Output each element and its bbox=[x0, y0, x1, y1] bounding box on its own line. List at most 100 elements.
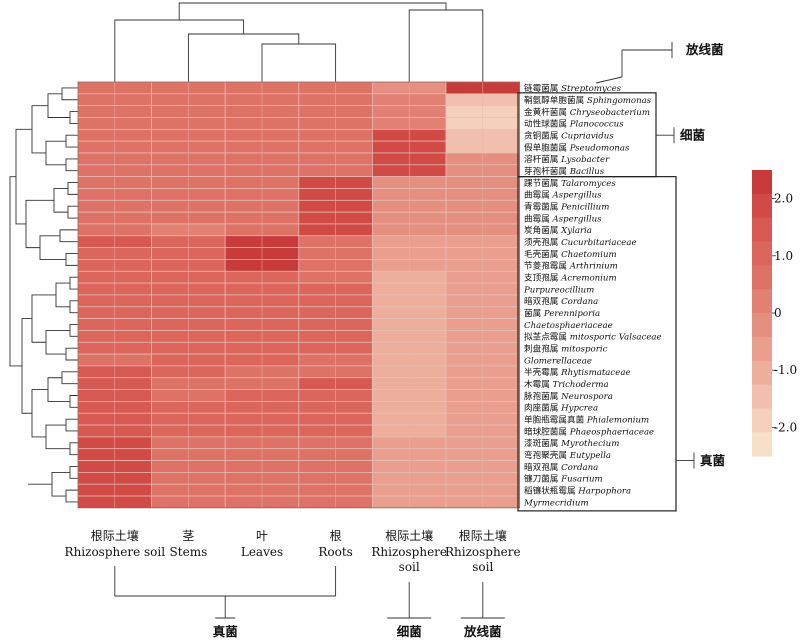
colorbar-segment bbox=[752, 265, 772, 290]
row-dend-link bbox=[31, 294, 56, 343]
row-dend-link bbox=[69, 276, 78, 290]
col-dend-link bbox=[178, 2, 447, 20]
colorbar-tick-label: -1.0 bbox=[774, 363, 797, 377]
actino-pointer bbox=[595, 76, 623, 84]
row-label-cn: 毛壳菌属 bbox=[524, 248, 561, 260]
row-dend-link bbox=[45, 140, 66, 166]
row-label-scientific: Rhytismataceae bbox=[560, 368, 630, 378]
row-label-scientific: Acremonium bbox=[560, 274, 617, 284]
row-label-scientific: Fusarium bbox=[560, 475, 603, 485]
row-dend-link bbox=[21, 318, 32, 414]
column-labels: 根际土壤 Rhizosphere soil 茎 Stems 叶 Leaves 根 Roots 根… bbox=[65, 528, 521, 574]
row-label-cn: 贪铜菌属 bbox=[524, 130, 561, 142]
column-label-en: Stems bbox=[170, 545, 208, 559]
colorbar-segment bbox=[752, 170, 772, 195]
row-label-scientific: Myrothecium bbox=[560, 439, 619, 449]
row-label-scientific: Purpureocillium bbox=[523, 285, 594, 295]
row-dend-link bbox=[47, 377, 70, 402]
row-dend-link bbox=[65, 347, 78, 361]
row-dend-link bbox=[69, 466, 78, 479]
colorbar-segment bbox=[752, 193, 772, 219]
row-label-scientific: Phaeosphaeriaceae bbox=[569, 427, 654, 437]
row-dend-link bbox=[69, 395, 78, 408]
row-label: 支顶孢属 Acremonium bbox=[524, 272, 617, 284]
colorbar-segment bbox=[752, 384, 772, 409]
row-label-cn: 芽孢杆菌属 bbox=[524, 165, 570, 177]
row-dend-link bbox=[47, 93, 70, 118]
row-dend-link bbox=[61, 371, 78, 385]
row-label: 溶杆菌属 Lysobacter bbox=[524, 153, 610, 165]
row-label: 动性球菌属 Planococcus bbox=[524, 118, 624, 130]
row-label-scientific: Cordana bbox=[561, 463, 598, 473]
row-label: 暗球腔菌属 Phaeosphaeriaceae bbox=[524, 425, 654, 437]
row-label-scientific: Penicillium bbox=[560, 203, 609, 213]
row-dend-link bbox=[53, 188, 68, 213]
row-label: 贪铜菌属 Cupriavidus bbox=[524, 130, 614, 142]
row-label: 芽孢杆菌属 Bacillus bbox=[524, 165, 605, 177]
row-label-scientific: Cupriavidus bbox=[561, 132, 614, 142]
row-dendrogram bbox=[9, 87, 78, 503]
row-label-cn: 暗双孢属 bbox=[524, 295, 561, 307]
row-label: 曲霉属 Aspergillus bbox=[524, 190, 602, 201]
row-dend-link bbox=[65, 134, 78, 148]
colorbar-tick-label: -2.0 bbox=[774, 420, 797, 434]
row-label: 菌属 Perenniporia bbox=[524, 307, 600, 319]
row-label-scientific: Glomerellaceae bbox=[524, 356, 592, 366]
colorbar-legend: 2.0 1.0 0 -1.0 -2.0 bbox=[752, 170, 797, 457]
fungi-row-label: 真菌 bbox=[700, 453, 726, 468]
row-label: 弯孢聚壳属 Eutypella bbox=[524, 449, 611, 461]
row-label-cn: 溶杆菌属 bbox=[524, 153, 561, 165]
row-label: 单胞瓶霉属真菌 Phialemonium bbox=[524, 413, 649, 425]
column-label-cn: 叶 bbox=[256, 529, 268, 543]
row-label-scientific: Phialemonium bbox=[586, 415, 649, 425]
heatmap-border bbox=[77, 81, 520, 509]
colorbar-segment bbox=[752, 217, 772, 242]
row-label-cn: 鞘氨醇单胞菌属 bbox=[524, 94, 587, 106]
row-label-cn: 稻镰状瓶霉属 bbox=[524, 484, 578, 496]
row-label: 炭角菌属 Xylaria bbox=[524, 224, 592, 236]
row-label: 鞘氨醇单胞菌属 Sphingomonas bbox=[524, 94, 652, 106]
actino-col-label: 放线菌 bbox=[463, 624, 502, 639]
column-dendrogram bbox=[114, 2, 484, 82]
row-dend-link bbox=[69, 442, 78, 456]
row-label: Chaetosphaeriaceae bbox=[524, 321, 613, 331]
row-label-scientific: Cucurbitariaceae bbox=[561, 238, 636, 248]
row-label-scientific: Chryseobacterium bbox=[570, 108, 650, 118]
row-label: 须壳孢属 Cucurbitariaceae bbox=[524, 236, 637, 248]
column-label-en: Roots bbox=[318, 545, 352, 559]
bacteria-col-label: 细菌 bbox=[397, 624, 423, 639]
row-dend-link bbox=[55, 282, 70, 308]
row-label-scientific: Planococcus bbox=[569, 120, 625, 130]
row-label-cn: 单胞瓶霉属真菌 bbox=[524, 413, 587, 425]
row-label: 半壳霉属 Rhytismataceae bbox=[524, 366, 631, 378]
row-label-scientific: Cordana bbox=[561, 297, 598, 307]
row-label: 毛壳菌属 Chaetomium bbox=[524, 248, 617, 260]
row-label-cn: 菌属 bbox=[524, 307, 544, 319]
row-label: 木霉属 Trichoderma bbox=[524, 378, 609, 390]
row-label: 青霉菌属 Penicillium bbox=[524, 201, 609, 213]
row-label-scientific: Arthrinium bbox=[569, 262, 618, 272]
colorbar-segment bbox=[752, 360, 772, 385]
column-label-en: Rhizosphere soil bbox=[65, 545, 166, 559]
row-dend-link bbox=[15, 128, 32, 225]
column-label-en: Rhizosphere bbox=[371, 545, 447, 559]
row-label-cn: 踝节菌属 bbox=[524, 177, 561, 189]
row-label-scientific: Hypcrea bbox=[560, 404, 598, 414]
col-dend-link bbox=[261, 43, 337, 82]
colorbar-segment bbox=[752, 241, 772, 266]
colorbar-segment bbox=[752, 313, 772, 338]
row-label: Glomerellaceae bbox=[524, 356, 592, 366]
row-label-scientific: Streptomyces bbox=[561, 84, 622, 94]
row-label-cn: 支顶孢属 bbox=[524, 272, 561, 284]
column-label-cn: 茎 bbox=[182, 529, 194, 543]
row-dend-link bbox=[65, 253, 78, 266]
row-label: 脉孢菌属 Neurospora bbox=[524, 390, 613, 402]
colorbar-segment bbox=[752, 336, 772, 362]
row-label-scientific: Trichoderma bbox=[553, 380, 609, 390]
row-label-scientific: Talaromyces bbox=[561, 179, 616, 189]
row-label-cn: 脉孢菌属 bbox=[524, 390, 561, 402]
column-label-en: soil bbox=[399, 560, 420, 574]
